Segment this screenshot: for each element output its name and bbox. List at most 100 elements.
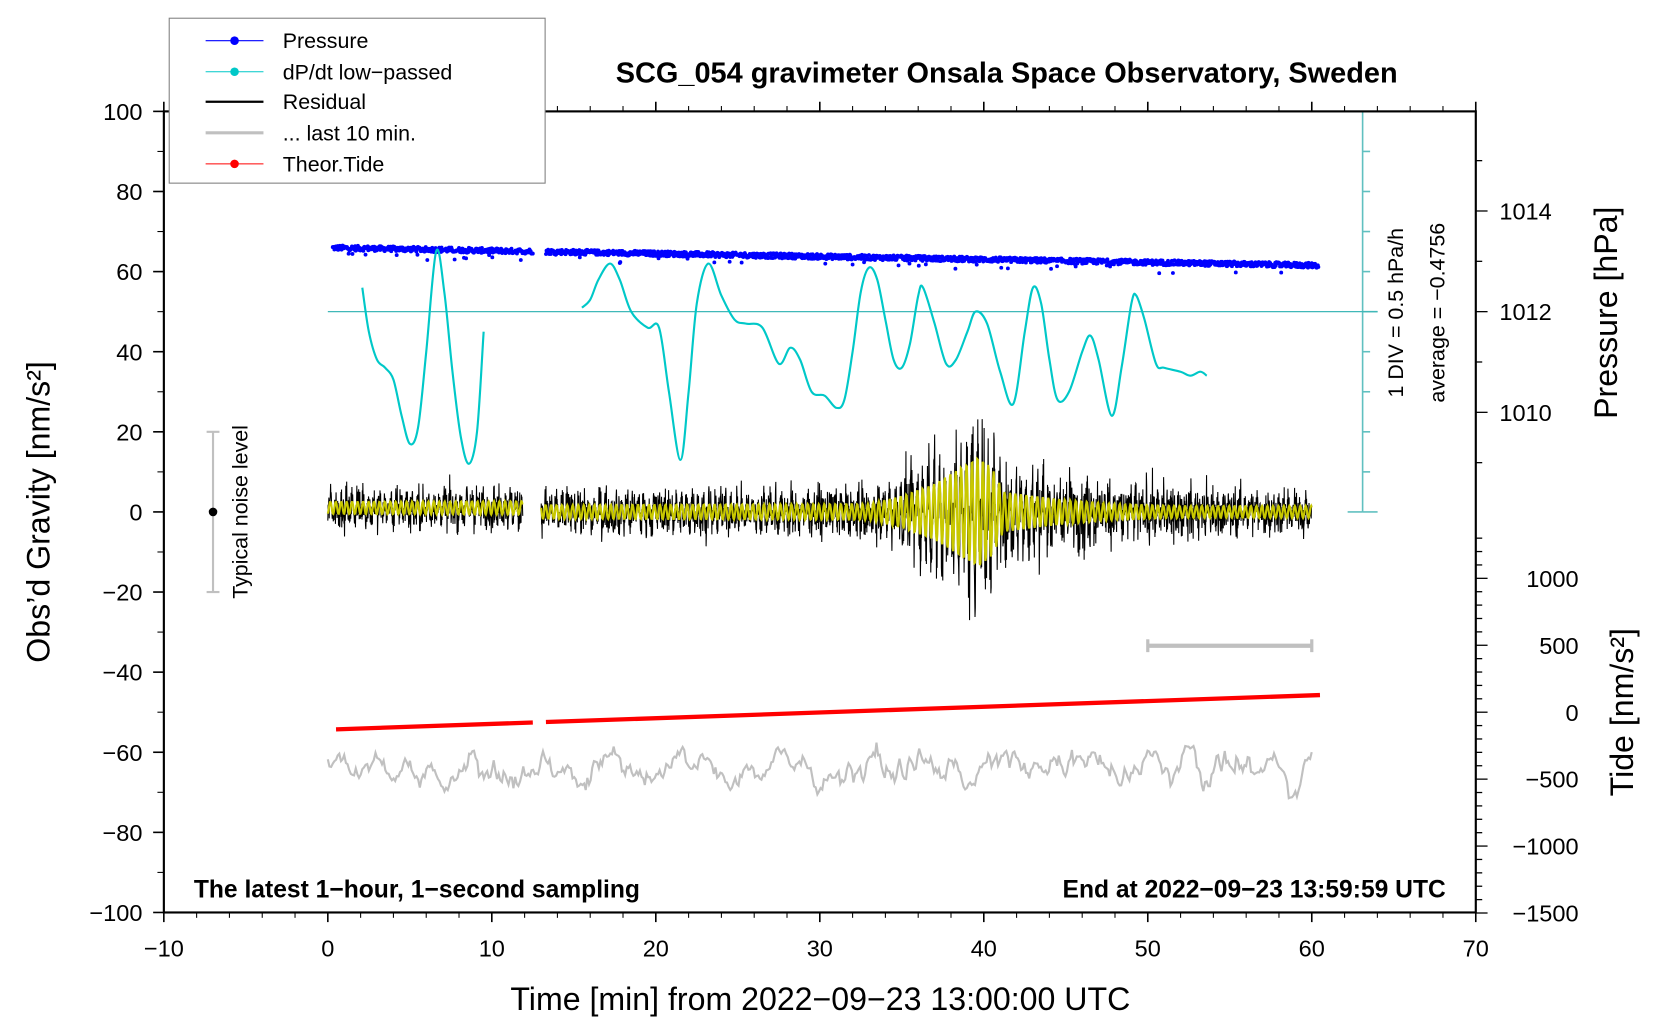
pressure-point	[518, 258, 523, 262]
pressure-point	[940, 254, 945, 259]
pressure-point	[945, 254, 950, 259]
tide-tick-label: −500	[1526, 767, 1579, 793]
x-tick-label: 30	[807, 935, 833, 961]
x-tick-label: 20	[643, 935, 669, 961]
dpdt-average-label: average = −0.4756	[1426, 223, 1450, 403]
y-tick-label: −40	[102, 660, 142, 686]
pressure-point	[999, 265, 1004, 270]
pressure-point	[350, 252, 355, 256]
last-10-min-line	[326, 742, 1313, 801]
dpdt-div-label: 1 DIV = 0.5 hPa/h	[1384, 228, 1408, 398]
tide-tick-label: 1000	[1526, 566, 1578, 592]
pressure-point	[952, 254, 957, 259]
dpdt-line	[581, 262, 1208, 461]
x-tick-label: 10	[479, 935, 505, 961]
y-tick-label: 0	[129, 499, 142, 525]
pressure-point	[1316, 265, 1321, 269]
y-tick-label: 40	[116, 339, 142, 365]
pressure-point	[850, 262, 855, 267]
x-tick-label: 40	[971, 935, 997, 961]
pressure-point	[618, 260, 623, 264]
noise-level-label: Typical noise level	[228, 425, 252, 599]
y-tick-label: −20	[102, 580, 142, 606]
pressure-point	[457, 246, 461, 250]
pressure-point	[739, 260, 744, 265]
legend-label: Theor.Tide	[283, 152, 385, 176]
y-tick-label: −80	[102, 820, 142, 846]
pressure-point	[974, 262, 979, 267]
pressure-point	[1166, 258, 1170, 263]
pressure-point	[346, 251, 351, 256]
chart-title: SCG_054 gravimeter Onsala Space Observat…	[616, 57, 1398, 89]
pressure-axis-title: Pressure [hPa]	[1588, 207, 1624, 419]
pressure-point	[1049, 266, 1053, 271]
y-tick-label: 80	[116, 179, 142, 205]
pressure-point	[663, 249, 667, 254]
pressure-point	[1170, 271, 1175, 275]
tide-line	[545, 692, 1321, 725]
footer-right-note: End at 2022−09−23 13:59:59 UTC	[1063, 876, 1446, 903]
legend-swatch-marker	[230, 159, 239, 169]
pressure-point	[896, 263, 901, 268]
pressure-point	[1279, 270, 1284, 275]
x-tick-label: 50	[1135, 935, 1161, 961]
dpdt-line	[361, 248, 485, 465]
x-tick-label: −10	[144, 935, 184, 961]
tide-tick-label: 0	[1565, 700, 1578, 726]
pressure-tick-label: 1010	[1499, 400, 1551, 426]
pressure-point	[916, 263, 921, 268]
pressure-point	[1150, 258, 1155, 263]
legend-swatch-marker	[230, 67, 239, 77]
pressure-point	[490, 255, 495, 260]
pressure-tick-label: 1014	[1499, 199, 1551, 225]
legend-label: dP/dt low−passed	[283, 60, 453, 84]
x-axis-title: Time [min] from 2022−09−23 13:00:00 UTC	[510, 981, 1130, 1017]
axes: −10 0 10 20 30 40 50 60 70−100−80−60−40−20020406…	[89, 99, 1578, 961]
pressure-point	[363, 252, 368, 257]
pressure-point	[487, 253, 492, 258]
x-tick-label: 0	[321, 935, 334, 961]
footer-left-note: The latest 1−hour, 1−second sampling	[194, 876, 640, 903]
pressure-point	[949, 259, 954, 263]
pressure-point	[712, 260, 717, 265]
tide-tick-label: −1500	[1512, 901, 1578, 927]
pressure-point	[1005, 266, 1010, 271]
pressure-point	[1073, 264, 1078, 269]
plot-marks	[206, 110, 1378, 801]
pressure-point	[907, 261, 912, 266]
y-tick-label: 60	[116, 259, 142, 285]
pressure-point	[727, 259, 732, 264]
y-tick-label: −60	[102, 740, 142, 766]
tide-tick-label: 500	[1539, 633, 1578, 659]
pressure-point	[923, 262, 928, 267]
y-axis-title: Obs’d Gravity [nm/s²]	[20, 361, 56, 663]
pressure-point	[464, 256, 469, 261]
pressure-point	[509, 246, 514, 251]
residual-filtered-line	[539, 456, 1313, 566]
pressure-point	[953, 266, 958, 271]
pressure-point	[823, 261, 828, 266]
tide-line	[335, 720, 533, 732]
noise-level-dot	[208, 507, 218, 517]
pressure-point	[616, 252, 621, 257]
pressure-point	[1084, 261, 1089, 265]
pressure-point	[1157, 271, 1162, 276]
pressure-point	[361, 248, 366, 253]
pressure-point	[414, 249, 419, 254]
legend-label: Pressure	[283, 29, 369, 53]
pressure-point	[577, 255, 582, 260]
pressure-point	[452, 257, 457, 262]
pressure-point	[1105, 257, 1110, 262]
y-tick-label: 100	[103, 99, 142, 125]
pressure-point	[480, 246, 484, 250]
tide-axis-title: Tide [nm/s²]	[1604, 628, 1640, 796]
pressure-point	[1160, 258, 1165, 263]
x-tick-label: 70	[1463, 935, 1489, 961]
legend-label: Residual	[283, 90, 366, 114]
pressure-point	[1155, 262, 1160, 267]
pressure-point	[415, 252, 420, 257]
pressure-tick-label: 1012	[1499, 299, 1551, 325]
pressure-point	[530, 251, 535, 256]
residual-filtered-line	[326, 498, 524, 518]
